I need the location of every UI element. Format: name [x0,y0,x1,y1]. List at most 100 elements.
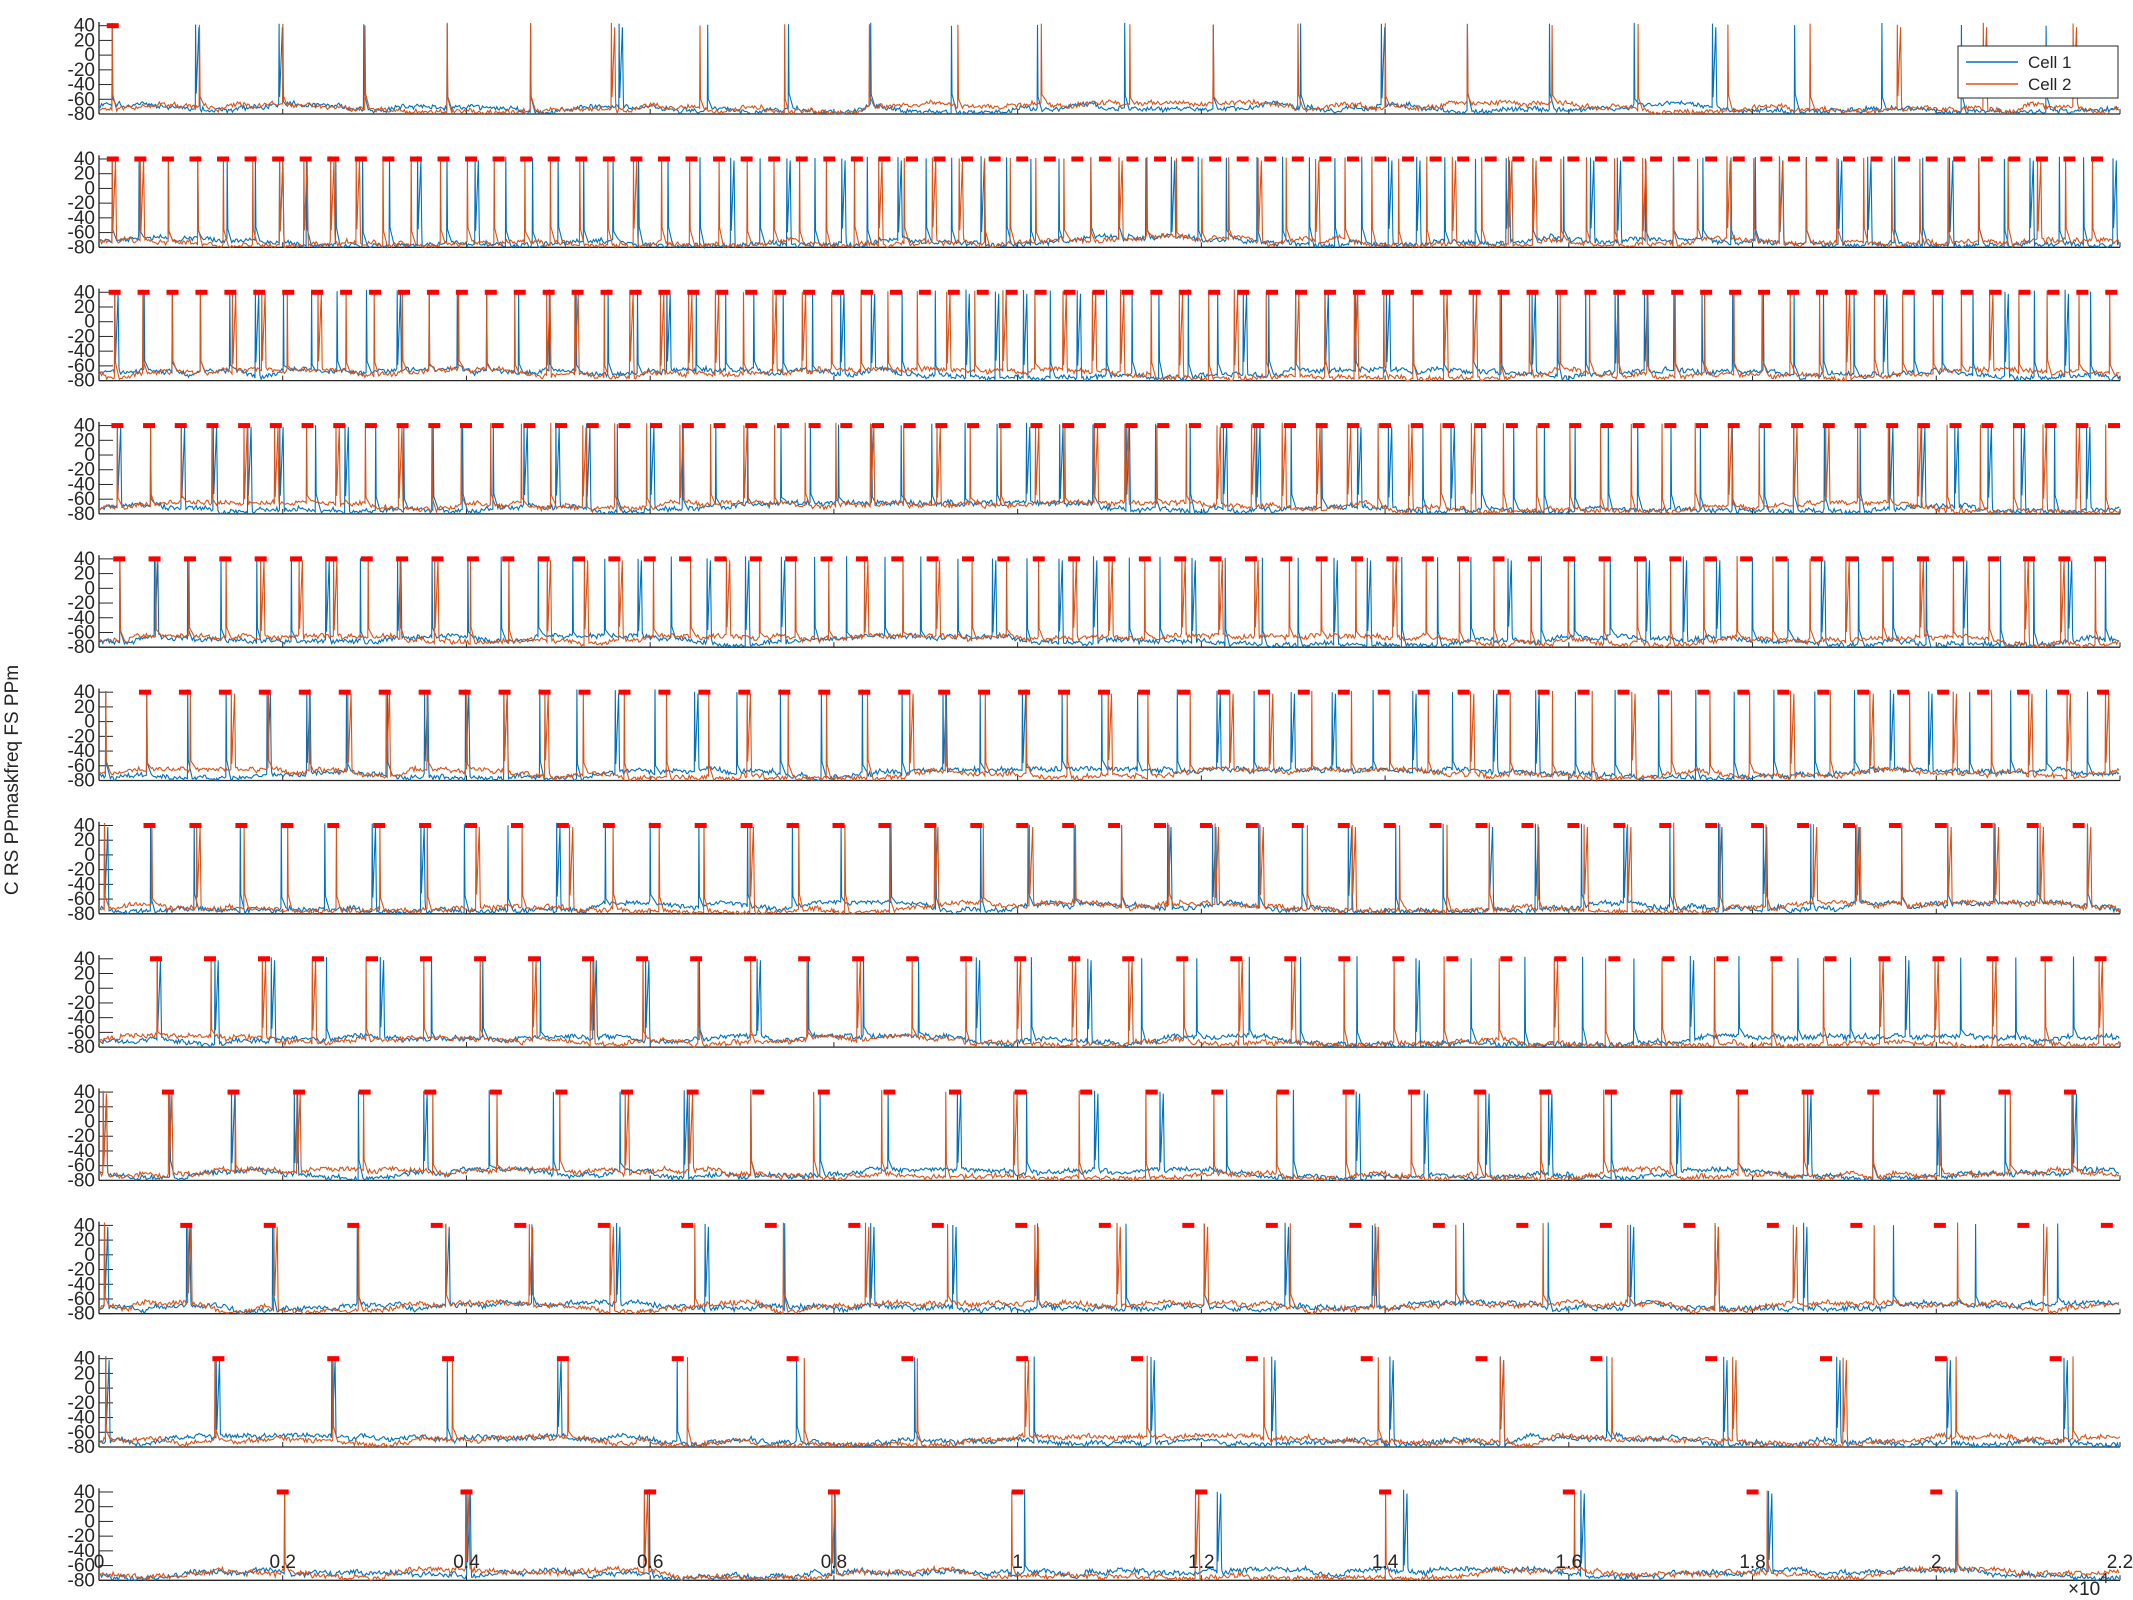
y-tick-label: -20 [68,326,95,347]
y-tick-label: -20 [68,60,95,81]
y-tick-label: -60 [68,1289,95,1310]
trace-cell-2 [98,422,2120,516]
y-tick-label: -80 [68,1570,95,1591]
subplot-stack: -80-60-40-2002040-80-60-40-2002040-80-60… [68,16,2121,1591]
trace-cell-2 [98,22,2120,116]
y-tick-label: 20 [74,830,95,851]
trace-cell-2 [98,1222,2120,1316]
y-tick-label: -20 [68,193,95,214]
y-tick-label: -80 [68,1170,95,1191]
y-tick-label: -80 [68,371,95,392]
y-tick-label: -60 [68,1556,95,1577]
y-tick-label: -40 [68,608,95,629]
trace-cell-1 [98,1222,2120,1315]
y-tick-label: 40 [74,815,95,836]
y-tick-label: 40 [74,549,95,570]
y-tick-label: 20 [74,30,95,51]
trace-cell-2 [98,555,2120,649]
y-tick-label: 20 [74,1230,95,1251]
trace-cell-2 [98,689,2120,783]
y-tick-label: 0 [84,178,95,199]
y-tick-label: 20 [74,1497,95,1518]
x-tick-label: 1.6 [1556,1552,1582,1573]
y-tick-label: -80 [68,637,95,658]
y-tick-label: 40 [74,416,95,437]
y-tick-label: -40 [68,1141,95,1162]
x-tick-label: 1.2 [1188,1552,1214,1573]
x-tick-label: 0.4 [453,1552,480,1573]
y-tick-label: -40 [68,474,95,495]
y-tick-label: -40 [68,1408,95,1429]
y-tick-label: -40 [68,874,95,895]
y-tick-label: 40 [74,1482,95,1503]
y-tick-label: -80 [68,1037,95,1058]
y-tick-label: 0 [84,978,95,999]
y-tick-label: 0 [84,845,95,866]
y-tick-label: -60 [68,889,95,910]
x-tick-label: 0.2 [270,1552,296,1573]
y-tick-label: -40 [68,741,95,762]
trace-cell-2 [98,289,2120,382]
y-tick-label: 20 [74,430,95,451]
y-tick-label: 0 [84,445,95,466]
y-tick-label: -20 [68,726,95,747]
y-tick-label: -40 [68,1541,95,1562]
trace-cell-2 [98,156,2120,249]
y-tick-label: -40 [68,75,95,96]
y-tick-label: -60 [68,356,95,377]
y-tick-label: -80 [68,504,95,525]
y-tick-label: 0 [84,1511,95,1532]
y-tick-label: -60 [68,756,95,777]
y-tick-label: -60 [68,489,95,510]
trace-cell-1 [98,1489,2120,1582]
y-tick-label: -80 [68,771,95,792]
y-tick-label: -40 [68,208,95,229]
trace-cell-1 [98,955,2120,1050]
y-tick-label: -20 [68,860,95,881]
y-tick-label: -40 [68,1008,95,1029]
x-exponent-base: ×10 [2068,1579,2100,1600]
x-tick-label: 1.4 [1372,1552,1399,1573]
trace-cell-1 [99,156,2120,250]
y-tick-label: 20 [74,297,95,318]
y-tick-label: 40 [74,1215,95,1236]
y-tick-label: 40 [74,1082,95,1103]
y-tick-label: 20 [74,564,95,585]
y-tick-label: 0 [84,578,95,599]
y-tick-label: -20 [68,460,95,481]
y-tick-label: 40 [74,1349,95,1370]
y-tick-label: -60 [68,1022,95,1043]
trace-cell-1 [98,422,2120,516]
trace-cell-2 [98,955,2120,1049]
legend-box [1957,45,2119,99]
y-tick-label: -40 [68,341,95,362]
x-tick-label: 1.8 [1739,1552,1765,1573]
trace-cell-2 [98,1089,2120,1182]
y-axis-label: C RS PPmaskfreq FS PPm [2,665,23,895]
y-tick-label: 0 [84,1378,95,1399]
y-tick-label: -60 [68,1156,95,1177]
y-tick-label: 0 [84,712,95,733]
trace-cell-1 [98,1089,2120,1183]
y-tick-label: 20 [74,964,95,985]
y-tick-label: -20 [68,1126,95,1147]
y-tick-label: -60 [68,1422,95,1443]
x-axis: 0 0.2 0.4 0.6 0.8 1 1.2 1.4 1.6 1.8 2 2.2 [94,1552,2133,1573]
y-tick-label: -20 [68,1393,95,1414]
y-tick-label: -40 [68,1274,95,1295]
y-tick-label: 40 [74,282,95,303]
y-tick-label: 20 [74,697,95,718]
y-tick-label: 40 [74,149,95,170]
x-tick-label: 0.8 [821,1552,847,1573]
y-tick-label: 40 [74,682,95,703]
